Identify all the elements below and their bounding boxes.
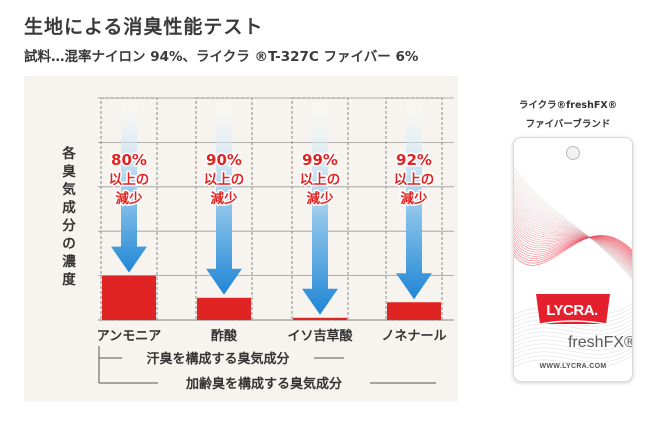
- y-axis-label-char: 気: [62, 181, 76, 198]
- wave-pattern-graphic: [514, 165, 632, 368]
- y-axis-label-char: 度: [62, 271, 76, 288]
- wave-line: [514, 205, 632, 267]
- product-tag: LYCRA. freshFX® WWW.LYCRA.COM: [513, 137, 633, 382]
- wave-line: [514, 330, 632, 344]
- reduction-arrow: [111, 102, 147, 273]
- wave-line: [514, 232, 632, 258]
- wave-line: [514, 167, 632, 280]
- category-label: イソ吉草酸: [287, 328, 353, 344]
- reduction-label: 以上の: [109, 172, 150, 188]
- product-title: ライクラ®freshFX® ファイバーブランド: [518, 96, 618, 134]
- y-axis-label-char: 濃: [62, 253, 76, 270]
- wave-line: [514, 216, 632, 264]
- wave-line: [514, 342, 632, 356]
- wave-line: [514, 234, 632, 266]
- wave-line: [514, 235, 632, 264]
- lycra-logo-text: LYCRA.: [546, 302, 598, 319]
- wave-line: [514, 346, 632, 360]
- wave-line: [514, 350, 632, 364]
- wave-line: [514, 213, 632, 265]
- wave-line: [514, 219, 632, 263]
- chart-panel: 各臭気成分の濃度 80% 以上の減少アンモニア 90% 以上の減少酢酸 99% 以上の減少イ…: [24, 76, 458, 402]
- reduction-label: 99%: [302, 151, 338, 169]
- group-label: 加齢臭を構成する臭気成分: [185, 376, 342, 392]
- y-axis-label-char: 成: [62, 199, 76, 216]
- wave-line: [514, 236, 632, 259]
- product-name-line1: ライクラ®freshFX®: [518, 100, 618, 111]
- category-label: アンモニア: [97, 329, 161, 344]
- wave-line: [514, 318, 632, 332]
- y-axis-label-char: の: [62, 236, 76, 252]
- reduction-label: 以上の: [300, 172, 341, 188]
- bar: [197, 297, 251, 320]
- reduction-label: 92%: [396, 151, 432, 169]
- category-label: ノネナール: [381, 329, 446, 344]
- wave-line: [514, 197, 632, 270]
- wave-line: [514, 200, 632, 269]
- wave-line: [514, 208, 632, 266]
- reduction-label: 80%: [111, 151, 147, 169]
- reduction-label: 減少: [211, 190, 238, 207]
- wave-line: [514, 173, 632, 278]
- page-title: 生地による消臭性能テスト: [24, 16, 264, 38]
- wave-line: [514, 236, 632, 257]
- reduction-label: 以上の: [204, 172, 245, 188]
- reduction-label: 減少: [401, 190, 428, 207]
- wave-line: [514, 194, 632, 271]
- bar: [102, 275, 156, 320]
- wave-line: [514, 181, 632, 275]
- wave-line: [514, 334, 632, 348]
- wave-line: [514, 221, 632, 262]
- wave-line: [514, 235, 632, 258]
- reduction-label: 減少: [116, 190, 143, 207]
- bar: [387, 302, 441, 320]
- reduction-arrow: [206, 102, 242, 295]
- y-axis-label-char: 分: [62, 218, 76, 234]
- group-label: 汗臭を構成する臭気成分: [146, 351, 289, 367]
- y-axis-label-char: 臭: [62, 163, 76, 180]
- wave-line: [514, 176, 632, 277]
- wave-line: [514, 227, 632, 260]
- bar: [293, 317, 347, 320]
- wave-line: [514, 203, 632, 268]
- product-name-line2: ファイバーブランド: [525, 119, 611, 130]
- freshfx-brand-text: freshFX®: [568, 334, 633, 351]
- wave-line: [514, 230, 632, 259]
- lycra-url: WWW.LYCRA.COM: [539, 363, 607, 370]
- wave-line: [514, 184, 632, 274]
- wave-line: [514, 326, 632, 340]
- wave-line: [514, 322, 632, 336]
- wave-line: [514, 354, 632, 368]
- wave-line: [514, 338, 632, 352]
- wave-line: [514, 189, 632, 273]
- reduction-arrow: [302, 102, 338, 315]
- reduction-arrow: [396, 102, 432, 300]
- wave-line: [514, 170, 632, 279]
- reduction-label: 90%: [206, 151, 242, 169]
- y-axis-label-char: 各: [61, 145, 76, 162]
- wave-line: [514, 211, 632, 266]
- wave-line: [514, 192, 632, 272]
- wave-line: [514, 165, 632, 281]
- page-subtitle: 試料…混率ナイロン 94%、ライクラ ®T-327C ファイバー 6%: [24, 49, 419, 65]
- wave-line: [514, 224, 632, 261]
- wave-line: [514, 235, 632, 262]
- reduction-label: 以上の: [394, 172, 435, 188]
- wave-line: [514, 236, 632, 257]
- wave-line: [514, 236, 632, 256]
- lycra-logo-icon: [536, 294, 610, 325]
- category-label: 酢酸: [211, 328, 238, 344]
- tag-hole: [566, 146, 580, 160]
- wave-line: [514, 178, 632, 276]
- reduction-label: 減少: [307, 190, 334, 207]
- wave-line: [514, 186, 632, 274]
